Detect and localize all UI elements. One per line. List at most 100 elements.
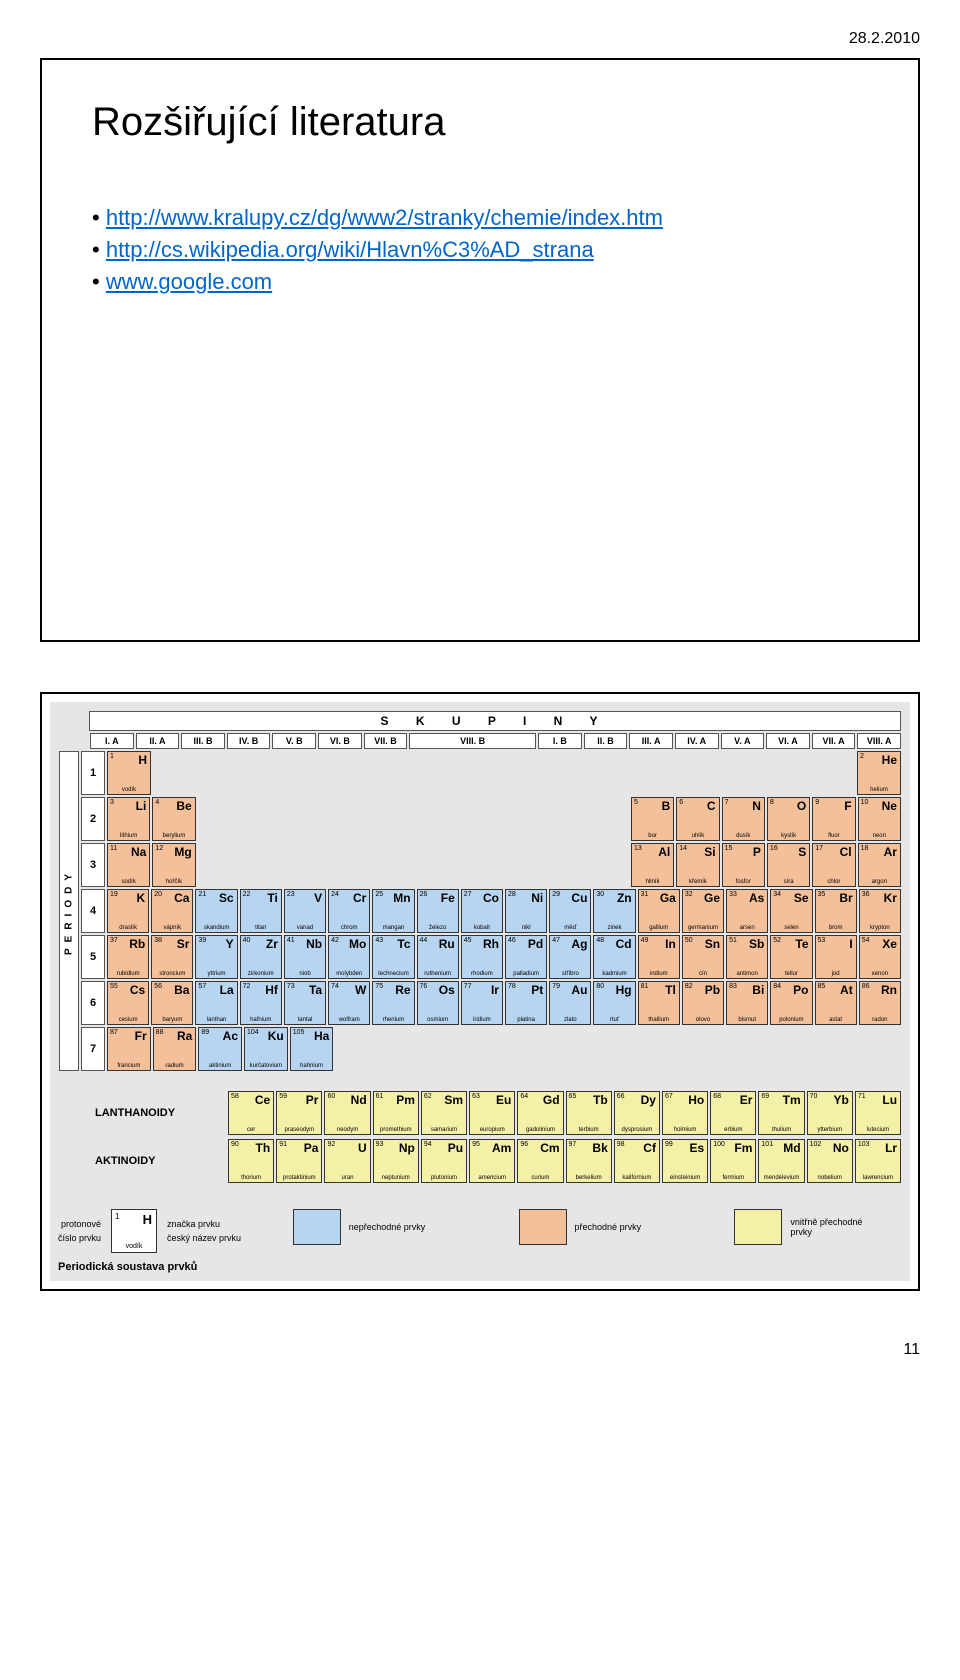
swatch-color — [293, 1209, 341, 1245]
element-cell: 7Ndusík — [722, 797, 765, 841]
element-cell: 93Npneptunium — [373, 1139, 419, 1183]
period-number: 6 — [81, 981, 105, 1025]
element-cell: 90Ththorium — [228, 1139, 274, 1183]
lanthanoids-cells: 58Cecer59Prpraseodym60Ndneodym61Pmpromet… — [227, 1090, 902, 1136]
legend-swatches: nepřechodné prvkypřechodné prvkyvnitřně … — [261, 1209, 902, 1245]
element-cell: 91Paprotaktinium — [276, 1139, 322, 1183]
element-cell: 89Acaktinium — [198, 1027, 242, 1071]
empty-cell — [728, 1027, 770, 1069]
empty-cell — [458, 797, 499, 839]
element-cell: 79Auzlato — [549, 981, 591, 1025]
element-cell: 87Frfrancium — [107, 1027, 151, 1071]
element-cell: 103Lrlawrencium — [855, 1139, 901, 1183]
group-header: II. A — [136, 733, 180, 749]
element-cell: 15Pfosfor — [722, 843, 765, 887]
empty-cell — [198, 843, 239, 885]
legend-sample-num: 1 — [115, 1212, 119, 1221]
empty-cell — [466, 1027, 508, 1069]
period-number: 7 — [81, 1027, 105, 1071]
legend-key-right-2: český název prvku — [167, 1233, 241, 1243]
element-cell: 14Sikřemík — [676, 843, 719, 887]
element-cell: 86Rnradon — [859, 981, 901, 1025]
empty-cell — [501, 843, 542, 885]
element-row: 11Nasodík12Mghořčík13Alhliník14Sikřemík1… — [106, 842, 902, 888]
element-cell: 13Alhliník — [631, 843, 674, 887]
empty-cell — [681, 751, 723, 793]
element-cell: 35Brbrom — [815, 889, 857, 933]
element-row: 1Hvodík 2Hehelium — [106, 750, 902, 796]
legend-key-left-1: protonové — [58, 1219, 101, 1229]
empty-cell — [641, 1027, 683, 1069]
element-cell: 25Mnmangan — [372, 889, 414, 933]
element-cell: 38Srstroncium — [151, 935, 193, 979]
element-cell: 100Fmfermium — [710, 1139, 756, 1183]
group-header: V. A — [721, 733, 765, 749]
element-cell: 32Gegermanium — [682, 889, 724, 933]
empty-cell — [373, 751, 415, 793]
element-cell: 85Atastat — [815, 981, 857, 1025]
element-cell: 39Yyttrium — [195, 935, 237, 979]
element-cell: 2Hehelium — [857, 751, 901, 795]
link-3[interactable]: www.google.com — [106, 269, 272, 294]
element-cell: 55Cscesium — [107, 981, 149, 1025]
group-header: I. A — [90, 733, 134, 749]
element-cell: 67Hoholmium — [662, 1091, 708, 1135]
empty-cell — [588, 843, 629, 885]
element-cell: 21Scskandium — [195, 889, 237, 933]
element-cell: 8Okyslík — [767, 797, 810, 841]
legend-key-left-2: číslo prvku — [58, 1233, 101, 1243]
page-date: 28.2.2010 — [40, 30, 920, 48]
element-cell: 54Xexenon — [859, 935, 901, 979]
empty-cell — [241, 751, 283, 793]
empty-cell — [505, 751, 547, 793]
period-number: 4 — [81, 889, 105, 933]
page-number: 11 — [40, 1341, 920, 1359]
element-cell: 29Cuměď — [549, 889, 591, 933]
empty-cell — [725, 751, 767, 793]
legend-sample-sym: H — [143, 1212, 152, 1227]
empty-cell — [335, 1027, 377, 1069]
element-cell: 98Cfkalifornium — [614, 1139, 660, 1183]
element-cell: 36Krkrypton — [859, 889, 901, 933]
actinoids-row: AKTINOIDY 90Ththorium91Paprotaktinium92U… — [89, 1138, 902, 1184]
element-cell: 105Hahahnium — [290, 1027, 334, 1071]
link-1[interactable]: http://www.kralupy.cz/dg/www2/stranky/ch… — [106, 205, 663, 230]
period-number: 3 — [81, 843, 105, 887]
group-header: IV. B — [227, 733, 271, 749]
element-cell: 33Asarsen — [726, 889, 768, 933]
element-cell: 102Nonobelium — [807, 1139, 853, 1183]
slide-periodic-table: S K U P I N Y I. AII. AIII. BIV. BV. BVI… — [40, 692, 920, 1291]
element-cell: 6Cuhlík — [676, 797, 719, 841]
element-cell: 71Lulutecium — [855, 1091, 901, 1135]
element-cell: 49Inindium — [638, 935, 680, 979]
slide-title: Rozšiřující literatura — [92, 100, 878, 145]
element-cell: 51Sbantimon — [726, 935, 768, 979]
element-cell: 97Bkberkelium — [566, 1139, 612, 1183]
empty-cell — [329, 751, 371, 793]
empty-cell — [328, 843, 369, 885]
element-cell: 92Uuran — [324, 1139, 370, 1183]
group-header: VIII. B — [409, 733, 536, 749]
lanthanoids-row: LANTHANOIDY 58Cecer59Prpraseodym60Ndneod… — [89, 1090, 902, 1136]
element-cell: 96Cmcurium — [517, 1139, 563, 1183]
element-cell: 16Ssíra — [767, 843, 810, 887]
empty-cell — [241, 797, 282, 839]
element-cell: 45Rhrhodium — [461, 935, 503, 979]
element-cell: 18Arargon — [858, 843, 901, 887]
period-number: 1 — [81, 751, 105, 795]
group-header: II. B — [584, 733, 628, 749]
element-cell: 43Tctechnecium — [372, 935, 414, 979]
element-cell: 70Ybytterbium — [807, 1091, 853, 1135]
link-2[interactable]: http://cs.wikipedia.org/wiki/Hlavn%C3%AD… — [106, 237, 594, 262]
empty-cell — [153, 751, 195, 793]
element-cell: 65Tbterbium — [566, 1091, 612, 1135]
element-cell: 56Babaryum — [151, 981, 193, 1025]
element-cell: 1Hvodík — [107, 751, 151, 795]
period-numbers: 1234567 — [80, 750, 106, 1072]
empty-cell — [414, 843, 455, 885]
group-header: III. B — [181, 733, 225, 749]
empty-cell — [371, 843, 412, 885]
element-cell: 28Ninikl — [505, 889, 547, 933]
element-cell: 69Tmthulium — [758, 1091, 804, 1135]
element-cell: 62Smsamarium — [421, 1091, 467, 1135]
